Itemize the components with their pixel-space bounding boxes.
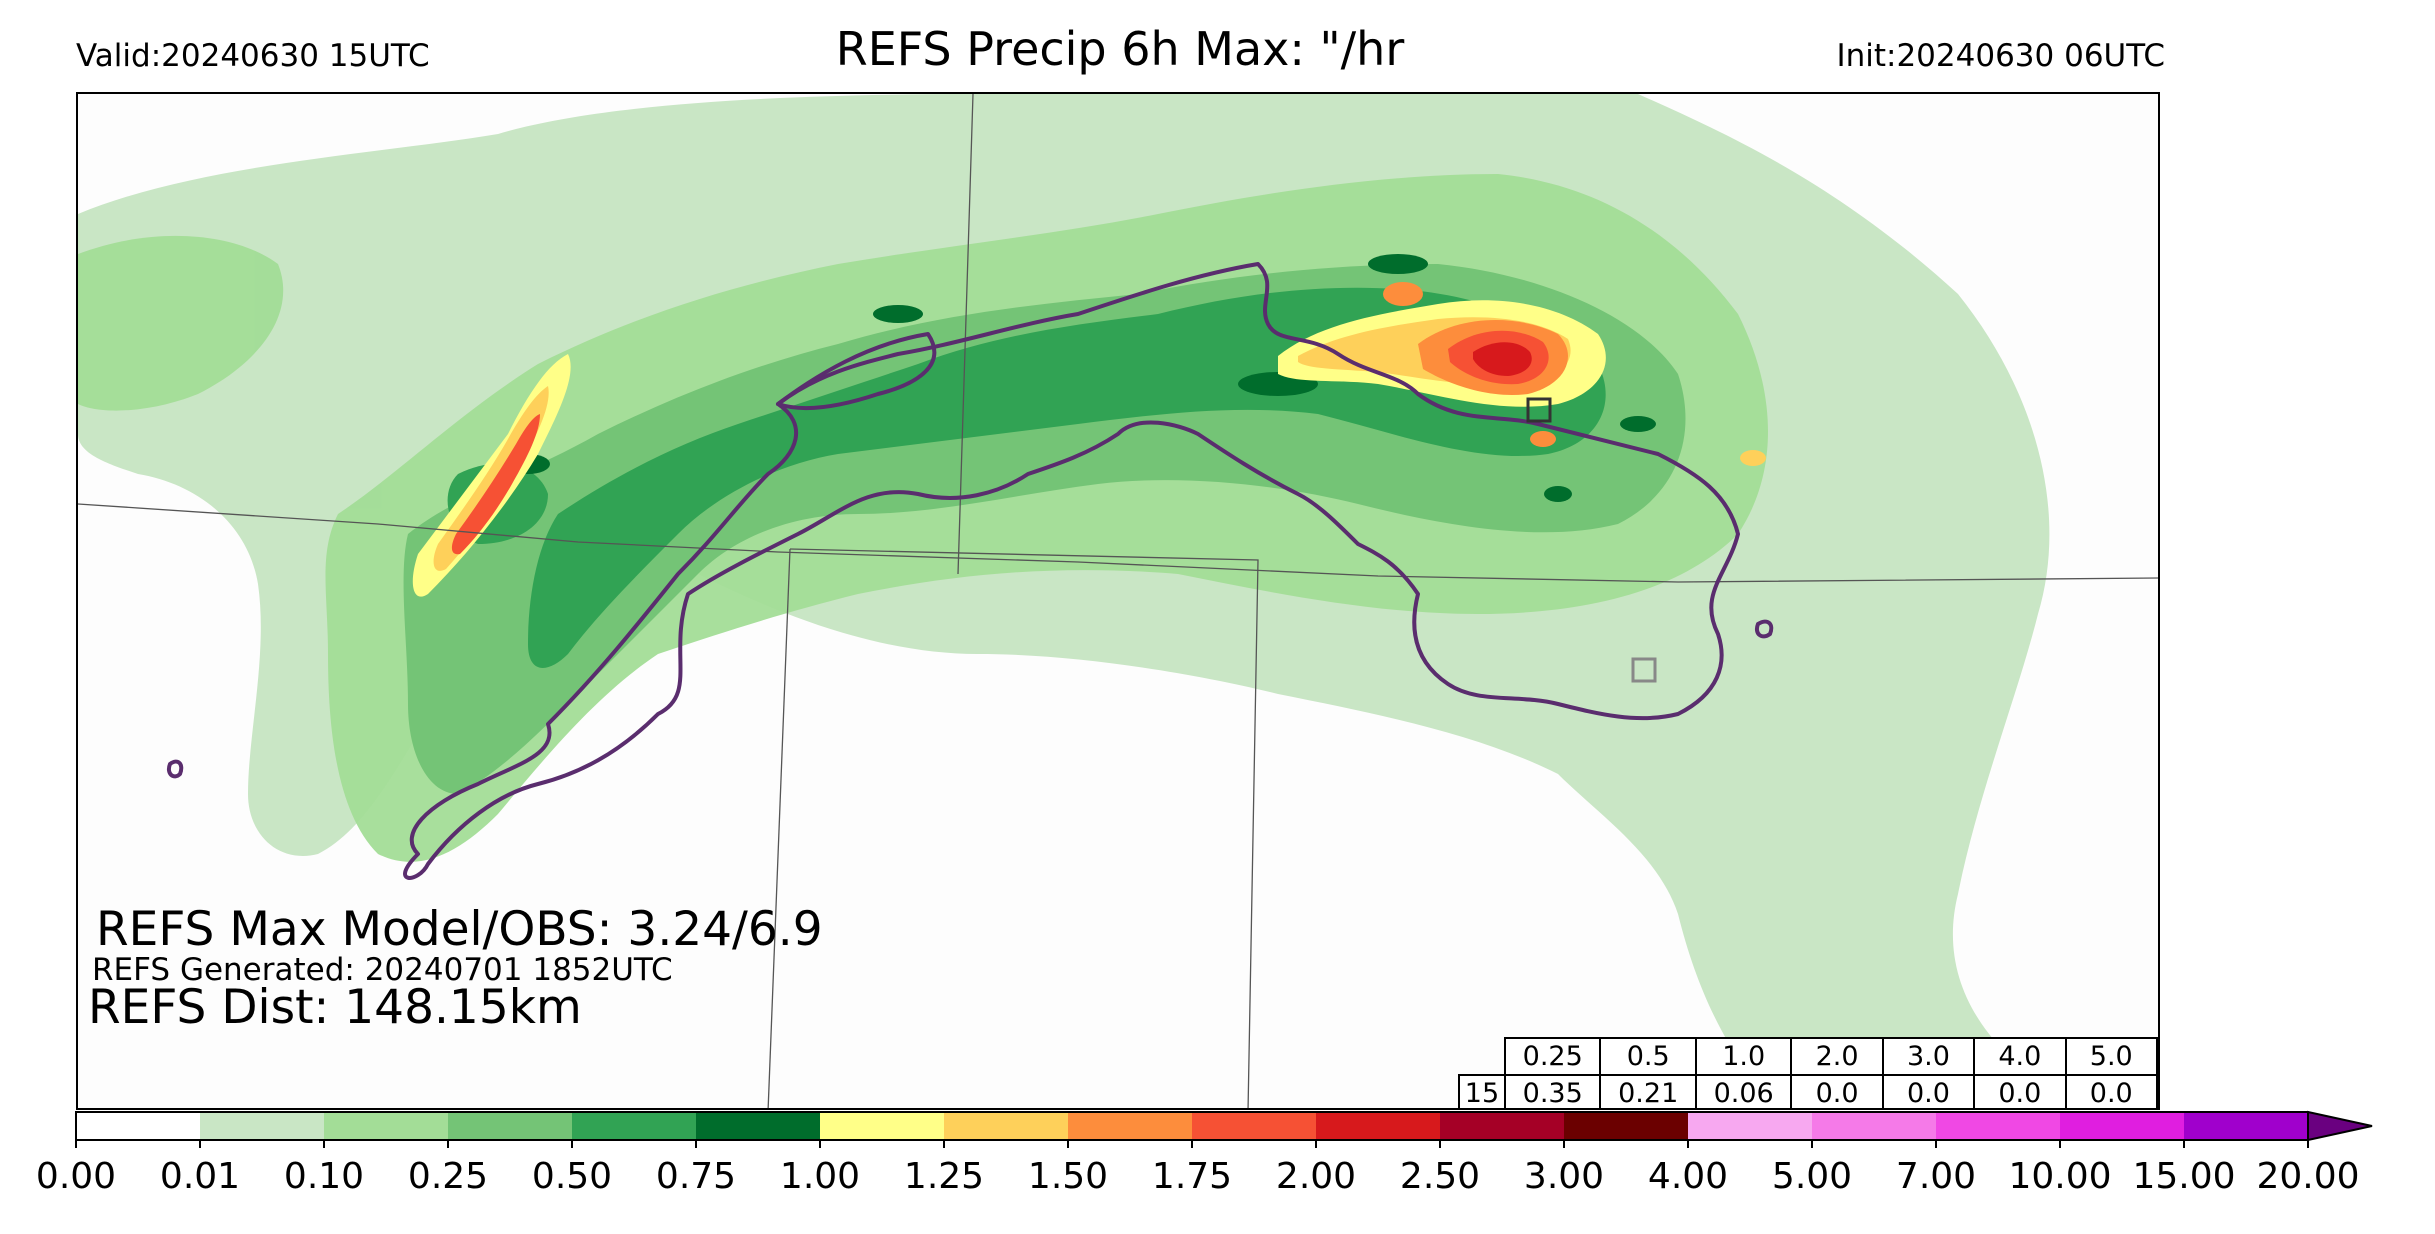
colorbar-swatch	[1564, 1112, 1688, 1140]
threshold-cell: 4.0	[1973, 1037, 2067, 1076]
threshold-cell: 0.5	[1599, 1037, 1697, 1076]
colorbar-tick-label: 0.00	[36, 1156, 116, 1197]
distance-text: REFS Dist: 148.15km	[88, 980, 582, 1035]
colorbar-tick-label: 2.00	[1276, 1156, 1356, 1197]
colorbar-swatch	[1316, 1112, 1440, 1140]
colorbar-swatch	[572, 1112, 696, 1140]
colorbar-swatch	[200, 1112, 324, 1140]
value-cell: 0.0	[1881, 1074, 1976, 1108]
colorbar-swatch	[1812, 1112, 1936, 1140]
colorbar-tick-label: 4.00	[1648, 1156, 1728, 1197]
colorbar-swatch	[324, 1112, 448, 1140]
table-corner-cell	[1459, 1038, 1505, 1075]
colorbar-tick-label: 20.00	[2256, 1156, 2359, 1197]
valid-time-label: Valid:20240630 15UTC	[76, 38, 430, 74]
colorbar-extend-arrow	[2307, 1110, 2373, 1142]
colorbar-swatch	[1440, 1112, 1564, 1140]
colorbar-tick-label: 15.00	[2132, 1156, 2235, 1197]
observed-precip-contour	[167, 262, 1774, 880]
precip-map-graphic	[78, 94, 2158, 1108]
colorbar-tick-label: 7.00	[1896, 1156, 1976, 1197]
colorbar-tick-label: 0.10	[284, 1156, 364, 1197]
row-label-cell: 15	[1458, 1074, 1506, 1108]
init-time-label: Init:20240630 06UTC	[1836, 38, 2165, 74]
value-cell: 0.0	[1973, 1074, 2067, 1108]
threshold-table: 0.25 0.5 1.0 2.0 3.0 4.0 5.0 15 0.35 0.2…	[1458, 1037, 2158, 1108]
threshold-cell: 3.0	[1881, 1037, 1976, 1076]
colorbar-swatch	[2060, 1112, 2184, 1140]
colorbar-swatch	[448, 1112, 572, 1140]
colorbar-swatch	[1192, 1112, 1316, 1140]
colorbar-tick-label: 0.75	[656, 1156, 736, 1197]
colorbar-tick-label: 0.25	[408, 1156, 488, 1197]
colorbar-swatch	[76, 1112, 200, 1140]
max-model-location-marker	[1526, 397, 1552, 423]
threshold-value-row: 15 0.35 0.21 0.06 0.0 0.0 0.0 0.0	[1458, 1074, 2158, 1108]
threshold-cell: 2.0	[1790, 1037, 1884, 1076]
value-cell: 0.06	[1694, 1074, 1793, 1108]
colorbar-swatch	[2184, 1112, 2308, 1140]
precip-map-panel[interactable]: REFS Max Model/OBS: 3.24/6.9 REFS Genera…	[76, 92, 2160, 1110]
colorbar-swatch	[1936, 1112, 2060, 1140]
value-cell: 0.21	[1599, 1074, 1697, 1108]
colorbar-tick-label: 1.50	[1028, 1156, 1108, 1197]
max-model-obs-text: REFS Max Model/OBS: 3.24/6.9	[96, 902, 823, 957]
colorbar-tick-label: 5.00	[1772, 1156, 1852, 1197]
threshold-cell: 1.0	[1694, 1037, 1793, 1076]
colorbar-outline	[75, 1111, 2309, 1141]
colorbar-tick-label: 0.01	[160, 1156, 240, 1197]
colorbar-swatch	[1688, 1112, 1812, 1140]
max-obs-location-marker	[1631, 657, 1657, 683]
map-title: REFS Precip 6h Max: "/hr	[835, 22, 1405, 76]
precip-heavy-core-west	[412, 354, 571, 597]
state-boundary-lines	[78, 94, 2158, 1108]
value-cell: 0.0	[1790, 1074, 1884, 1108]
threshold-cell: 5.0	[2064, 1037, 2158, 1076]
colorbar-swatch	[820, 1112, 944, 1140]
colorbar-tick-label: 3.00	[1524, 1156, 1604, 1197]
colorbar-tick-label: 2.50	[1400, 1156, 1480, 1197]
value-cell: 0.35	[1503, 1074, 1602, 1108]
colorbar-tick-label: 1.25	[904, 1156, 984, 1197]
generated-time-text: REFS Generated: 20240701 1852UTC	[92, 952, 673, 988]
colorbar-tick-label: 1.00	[780, 1156, 860, 1197]
colorbar-tick-label: 1.75	[1152, 1156, 1232, 1197]
threshold-cell: 0.25	[1503, 1037, 1602, 1076]
threshold-header-row: 0.25 0.5 1.0 2.0 3.0 4.0 5.0	[1459, 1037, 2158, 1076]
colorbar-tick-label: 10.00	[2008, 1156, 2111, 1197]
colorbar-tick-label: 0.50	[532, 1156, 612, 1197]
colorbar-swatch	[696, 1112, 820, 1140]
colorbar-swatch	[944, 1112, 1068, 1140]
colorbar-swatch	[1068, 1112, 1192, 1140]
precip-heavy-core-east	[1278, 282, 1766, 466]
value-cell: 0.0	[2064, 1074, 2158, 1108]
